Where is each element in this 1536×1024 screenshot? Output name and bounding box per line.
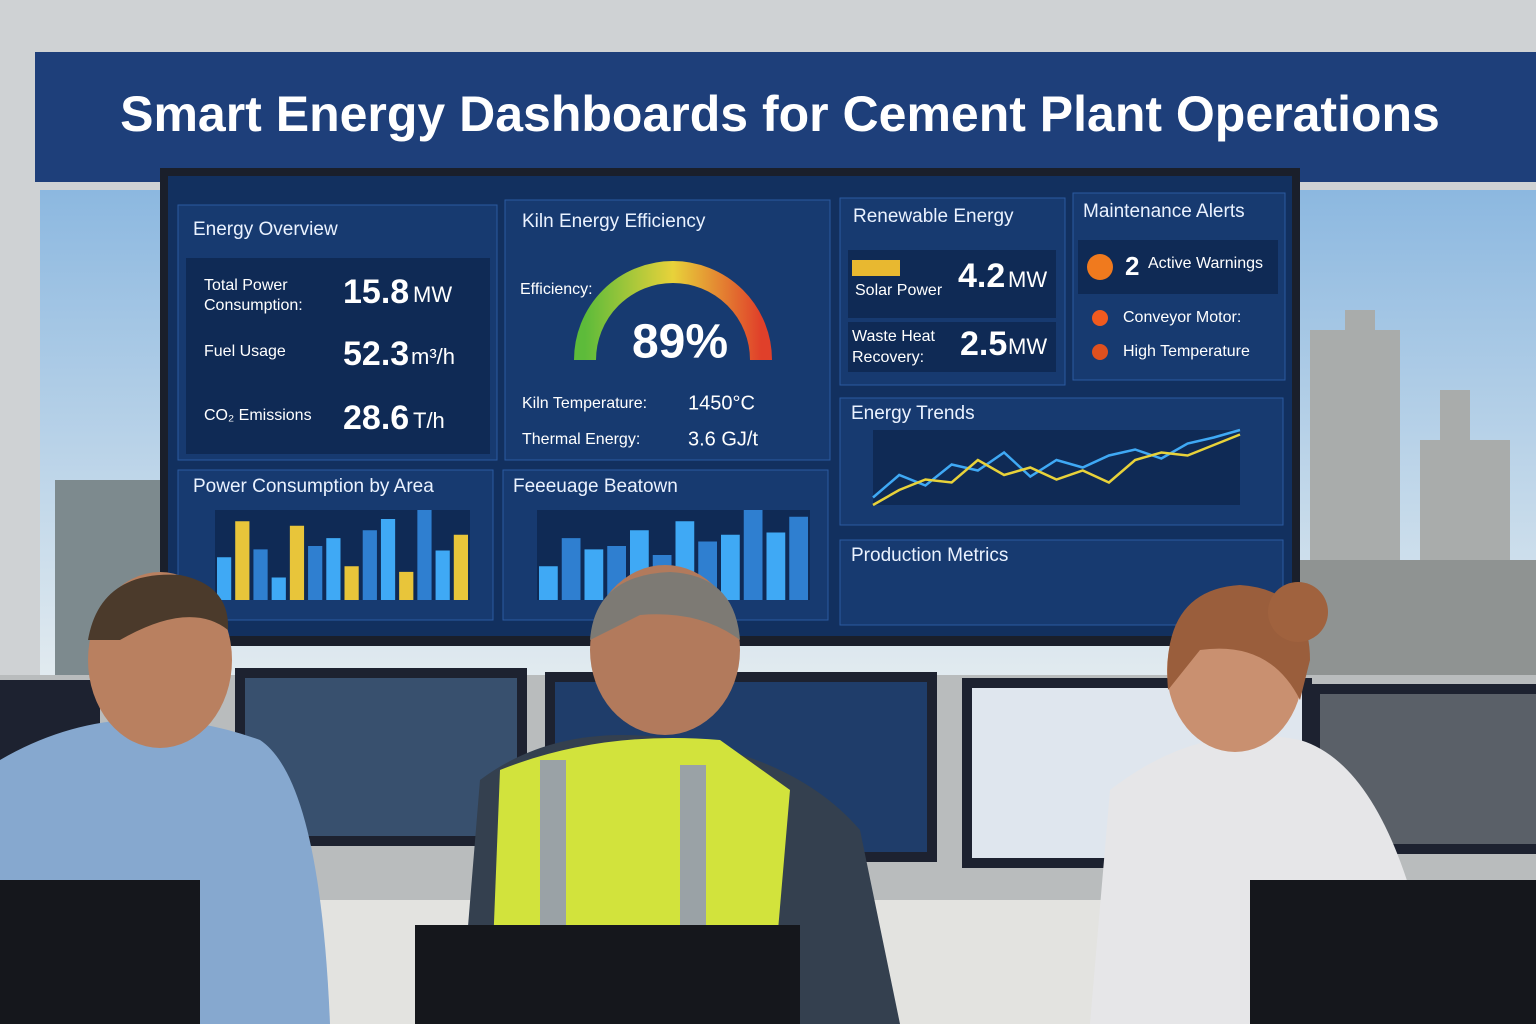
alert-icon: [1087, 254, 1113, 280]
alert: High Temperature: [1123, 343, 1250, 360]
label: Consumption:: [204, 297, 303, 314]
person-middle: [415, 565, 900, 1024]
person-right: [1090, 582, 1536, 1024]
trend-line: [872, 433, 1241, 507]
bar: [289, 525, 305, 600]
panel-inner: [186, 258, 490, 454]
unit: MW: [1008, 334, 1047, 359]
bar: [362, 530, 377, 600]
bar: [789, 516, 808, 600]
alert: Conveyor Motor:: [1123, 309, 1241, 326]
value: 1450°C: [688, 392, 755, 414]
value: 3.6 GJ/t: [688, 428, 758, 450]
value: 52.3: [343, 335, 409, 373]
gauge-value: 89%: [632, 316, 728, 369]
panel-title: Production Metrics: [851, 545, 1008, 566]
alert-count: 2: [1125, 251, 1139, 281]
cement-plant: [1300, 310, 1536, 680]
panel-title: Maintenance Alerts: [1083, 201, 1245, 222]
bar: [721, 534, 740, 600]
unit: MW: [413, 282, 452, 307]
bar: [417, 510, 432, 600]
label: CO₂ Emissions: [204, 407, 312, 424]
bar: [435, 550, 450, 600]
trend-line: [872, 428, 1241, 499]
bullet: [1092, 310, 1108, 326]
bullet: [1092, 344, 1108, 360]
unit: T/h: [413, 408, 445, 433]
label: Total Power: [204, 277, 288, 294]
banner-title: Smart Energy Dashboards for Cement Plant…: [120, 86, 1440, 142]
label: Solar Power: [855, 282, 943, 299]
bar: [326, 538, 341, 600]
label: Waste Heat: [852, 328, 936, 345]
label: Fuel Usage: [204, 343, 286, 360]
unit: m³/h: [411, 344, 455, 369]
person-left: [0, 572, 330, 1024]
bar: [380, 519, 396, 600]
bar: [235, 521, 250, 600]
bar: [743, 510, 763, 600]
label: Recovery:: [852, 349, 924, 366]
bar: [584, 549, 604, 600]
bar: [453, 534, 468, 600]
label: Kiln Temperature:: [522, 395, 647, 412]
value: 15.8: [343, 273, 409, 311]
chart-area: [215, 510, 470, 600]
gauge: [574, 261, 772, 361]
panel-title: Energy Overview: [193, 219, 338, 240]
panel-title: Feeeuage Beatown: [513, 476, 678, 497]
bar: [766, 532, 786, 600]
value: 28.6: [343, 399, 409, 437]
panel-title: Kiln Energy Efficiency: [522, 211, 706, 232]
value: 2.5: [960, 325, 1007, 363]
panel-title: Power Consumption by Area: [193, 476, 434, 497]
banner: [35, 52, 1536, 182]
chart-area: [873, 430, 1240, 505]
panel-inner: [848, 322, 1056, 372]
solar-icon: [852, 260, 900, 276]
panel-title: Renewable Energy: [853, 206, 1014, 227]
bar: [344, 566, 359, 600]
bar: [561, 538, 581, 600]
label: Thermal Energy:: [522, 431, 640, 448]
label: Efficiency:: [520, 281, 593, 298]
bar: [217, 557, 232, 600]
unit: MW: [1008, 267, 1047, 292]
label: Active Warnings: [1148, 255, 1263, 272]
panel: [504, 199, 831, 461]
bar: [271, 577, 286, 600]
bar: [253, 549, 268, 600]
panel-title: Energy Trends: [851, 403, 975, 424]
value: 4.2: [958, 257, 1005, 295]
bar: [308, 546, 323, 600]
bar: [539, 566, 558, 600]
bar: [399, 571, 414, 600]
